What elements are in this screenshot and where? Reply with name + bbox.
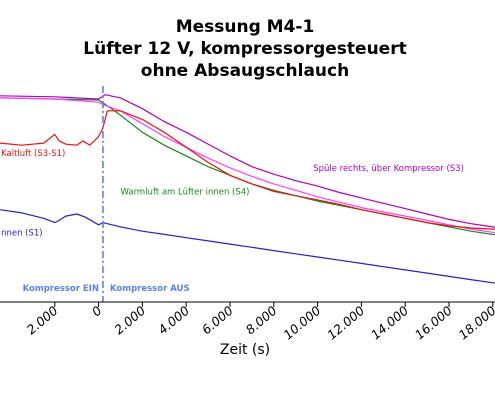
series-line-0 — [0, 94, 495, 228]
x-tick-label-7: 12.000 — [324, 303, 367, 343]
chart-title-line-3: ohne Absaugschlauch — [141, 61, 349, 81]
marker-label-left-0: Kompressor EIN — [23, 284, 99, 294]
chart-title-line-1: Messung M4-1 — [176, 17, 315, 37]
x-tick-label-6: 10.000 — [280, 303, 323, 343]
series-line-2 — [0, 97, 495, 234]
x-tick-label-8: 14.000 — [368, 303, 411, 343]
x-tick-label-4: 6.000 — [199, 303, 236, 338]
plot-area: Spüle rechts, über Kompressor (S3) Warmlu… — [0, 86, 495, 302]
x-tick-label-2: 2.000 — [111, 303, 148, 338]
series-label-1: Warmluft am Lüfter innen (S4) — [121, 188, 250, 198]
series-label-0: Spüle rechts, über Kompressor (S3) — [313, 164, 464, 174]
x-axis: 2.000 0 2.000 4.000 6.000 8.000 10.000 12.000 14… — [0, 301, 495, 343]
x-axis-label: Zeit (s) — [220, 342, 270, 358]
x-tick-label-3: 4.000 — [155, 303, 192, 338]
x-tick-label-5: 8.000 — [243, 303, 280, 338]
series-line-3 — [0, 110, 495, 230]
x-tick-label-0: 2.000 — [24, 303, 61, 338]
series-label-3: Kaltluft (S3-S1) — [1, 149, 65, 159]
series-label-4: nnen (S1) — [1, 229, 43, 239]
series-line-4 — [0, 209, 495, 284]
chart-title: Messung M4-1 Lüfter 12 V, kompressorgest… — [83, 17, 406, 81]
x-tick-label-9: 16.000 — [412, 303, 455, 343]
marker-label-right-0: Kompressor AUS — [110, 284, 190, 294]
x-tick-label-1: 0 — [89, 303, 105, 320]
x-tick-label-10: 18.000 — [456, 303, 495, 343]
chart-title-line-2: Lüfter 12 V, kompressorgesteuert — [83, 39, 406, 59]
